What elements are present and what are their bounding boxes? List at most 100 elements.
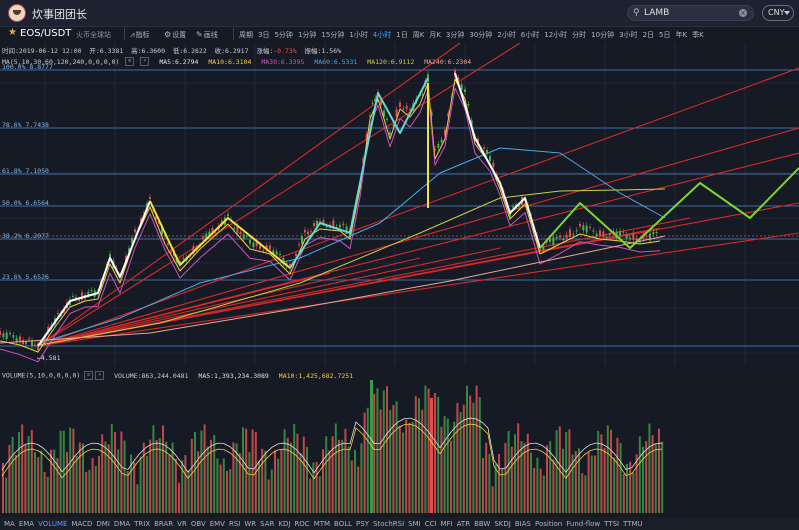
indicator-tab[interactable]: SAR xyxy=(260,520,275,528)
indicator-tab[interactable]: TRIX xyxy=(134,520,151,528)
indicator-tab[interactable]: ATR xyxy=(456,520,471,528)
chart-area[interactable]: 时间:2019-06-12 12:00 开:6.3381 高:6.3600 低:… xyxy=(0,43,799,518)
volume-bar xyxy=(315,461,318,513)
volume-bar xyxy=(514,434,516,513)
indicator-tab[interactable]: KDJ xyxy=(278,520,291,528)
volume-bar xyxy=(37,457,40,513)
indicator-tab[interactable]: VOLUME xyxy=(38,520,68,528)
candle-body xyxy=(109,254,111,258)
period-option[interactable]: 3分钟 xyxy=(445,31,465,39)
volume-bar xyxy=(222,458,225,513)
candle-body xyxy=(140,218,142,224)
candle-body xyxy=(57,313,59,314)
indicator-tab[interactable]: BIAS xyxy=(514,520,531,528)
settings-button[interactable]: ⚙设置 xyxy=(164,30,186,40)
indicator-tab[interactable]: Position xyxy=(534,520,563,528)
volume-bar xyxy=(347,446,350,513)
clear-search-icon[interactable]: × xyxy=(739,9,747,17)
period-option[interactable]: 2小时 xyxy=(497,31,516,39)
settings-small-icon[interactable]: ⚙ xyxy=(125,57,135,66)
indicator-tab[interactable]: EMA xyxy=(18,520,35,528)
indicator-tab[interactable]: MTM xyxy=(313,520,331,528)
indicator-tab[interactable]: ROC xyxy=(294,520,310,528)
period-option[interactable]: 季K xyxy=(692,31,704,39)
currency-select[interactable]: CNY xyxy=(762,5,794,21)
candle-body xyxy=(645,235,648,237)
indicator-tab[interactable]: StochRSI xyxy=(373,520,405,528)
indicator-tab[interactable]: PSY xyxy=(356,520,369,528)
ma-params[interactable]: MA(5,10,30,60,120,240,0,0,0,0) xyxy=(2,57,120,66)
indicator-tab[interactable]: BOLL xyxy=(334,520,353,528)
close-value: 6.2917 xyxy=(225,47,249,55)
indicator-tab[interactable]: TTMU xyxy=(623,520,643,528)
period-option[interactable]: 1小时 xyxy=(349,31,368,39)
candlestick-chart[interactable] xyxy=(0,43,799,518)
period-option[interactable]: 周期 xyxy=(239,31,253,39)
indicator-tab[interactable]: EMV xyxy=(209,520,225,528)
indicator-tab[interactable]: WR xyxy=(244,520,257,528)
close-icon[interactable]: × xyxy=(95,371,105,380)
indicator-tab[interactable]: VR xyxy=(177,520,187,528)
candle-body xyxy=(542,246,545,250)
volume-params[interactable]: VOLUME(5,10,0,0,0,0) xyxy=(2,371,81,380)
indicator-tab[interactable]: Fund-flow xyxy=(566,520,601,528)
period-option[interactable]: 10分钟 xyxy=(591,31,615,39)
indicator-tab[interactable]: MFI xyxy=(440,520,453,528)
period-option[interactable]: 12小时 xyxy=(544,31,568,39)
period-option[interactable]: 6小时 xyxy=(520,31,540,39)
candle-body xyxy=(444,129,446,136)
indicator-tab[interactable]: BRAR xyxy=(154,520,174,528)
favorite-star-icon[interactable]: ★ xyxy=(8,27,17,38)
period-option[interactable]: 15分钟 xyxy=(321,31,345,39)
indicator-tab[interactable]: SMI xyxy=(408,520,421,528)
indicator-tab[interactable]: MACD xyxy=(71,520,93,528)
close-icon[interactable]: × xyxy=(140,57,150,66)
period-option[interactable]: 4小时 xyxy=(372,31,392,39)
search-input[interactable] xyxy=(644,7,736,19)
period-option[interactable]: 年K xyxy=(675,31,688,39)
candle-body xyxy=(122,271,124,273)
ma5-value: MA5:6.2794 xyxy=(159,57,199,66)
period-option[interactable]: 1日 xyxy=(396,31,408,39)
indicator-tab[interactable]: CCI xyxy=(424,520,437,528)
period-option[interactable]: 2日 xyxy=(642,31,655,39)
candle-body xyxy=(369,115,371,117)
indicator-tab[interactable]: OBV xyxy=(190,520,206,528)
volume-bar xyxy=(277,458,280,513)
user-avatar-icon[interactable] xyxy=(8,4,26,22)
indicator-tab[interactable]: DMI xyxy=(96,520,110,528)
indicators-button[interactable]: ⩘指标 xyxy=(130,30,150,40)
volume-bar xyxy=(318,476,321,513)
volume-bar xyxy=(190,438,193,513)
candle-body xyxy=(25,342,27,345)
candle-body xyxy=(15,338,18,343)
indicator-tab[interactable]: TTSI xyxy=(604,520,620,528)
indicator-tab[interactable]: SKDJ xyxy=(494,520,511,528)
period-option[interactable]: 5日 xyxy=(659,31,671,39)
indicator-tab[interactable]: MA xyxy=(4,520,15,528)
period-option[interactable]: 30分钟 xyxy=(469,31,493,39)
period-option[interactable]: 5分钟 xyxy=(274,31,293,39)
candle-body xyxy=(262,250,265,252)
indicator-tab[interactable]: RSI xyxy=(228,520,241,528)
candle-body xyxy=(301,236,303,244)
volume-bar xyxy=(226,470,228,513)
indicator-tab[interactable]: BBW xyxy=(474,520,491,528)
volume-bar xyxy=(363,412,366,513)
indicator-tab[interactable]: DMA xyxy=(113,520,131,528)
period-option[interactable]: 月K xyxy=(429,31,441,39)
volume-bar xyxy=(462,404,465,513)
period-option[interactable]: 1分钟 xyxy=(297,31,317,39)
candle-body xyxy=(399,102,401,107)
volume-bar xyxy=(133,461,136,513)
period-option[interactable]: 3小时 xyxy=(619,31,638,39)
period-option[interactable]: 周K xyxy=(412,31,425,39)
period-option[interactable]: 3日 xyxy=(258,31,270,39)
volume-bar xyxy=(155,439,158,513)
period-option[interactable]: 分时 xyxy=(572,31,587,39)
volume-bar xyxy=(56,458,59,513)
search-box[interactable]: ⚲ × xyxy=(627,5,754,21)
settings-small-icon[interactable]: ⚙ xyxy=(84,371,94,380)
draw-button[interactable]: ✎画线 xyxy=(196,30,218,40)
volume-bar xyxy=(610,429,612,513)
